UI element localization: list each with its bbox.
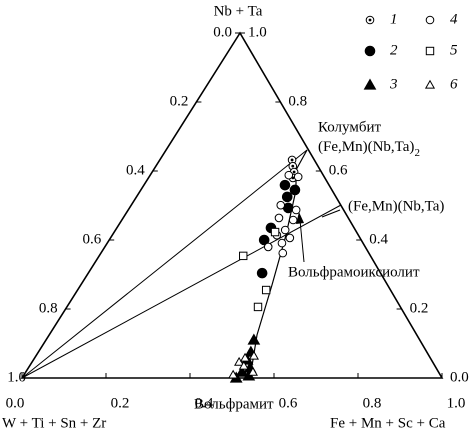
marker bbox=[270, 227, 280, 237]
legend-label: 2 bbox=[390, 42, 398, 58]
reference-line bbox=[21, 149, 308, 379]
annotation: (Fe,Mn)(Nb,Ta)2 bbox=[318, 139, 420, 158]
left-tick-label: 0.4 bbox=[126, 162, 145, 178]
legend-label: 1 bbox=[390, 11, 398, 27]
left-tick-label: 1.0 bbox=[7, 369, 26, 385]
marker bbox=[256, 267, 268, 279]
bottom-tick-label: 1.0 bbox=[447, 395, 466, 411]
marker bbox=[291, 205, 301, 215]
right-tick-label: 0.4 bbox=[369, 231, 388, 247]
marker bbox=[276, 200, 286, 210]
annotation: (Fe,Mn)(Nb,Ta) bbox=[348, 198, 444, 214]
marker bbox=[280, 225, 290, 235]
right-tick-label: 0.0 bbox=[450, 369, 469, 385]
annotation: Вольфрамит bbox=[194, 396, 274, 412]
left-tick-label: 0.6 bbox=[82, 231, 101, 247]
marker bbox=[247, 333, 261, 345]
right-tick-label: 0.6 bbox=[329, 162, 348, 178]
marker bbox=[288, 215, 298, 225]
marker bbox=[278, 248, 288, 258]
apex-label: Fe + Mn + Sc + Ca bbox=[330, 415, 446, 431]
arrow bbox=[299, 219, 305, 263]
marker bbox=[293, 172, 303, 182]
marker-dot bbox=[291, 164, 295, 168]
marker bbox=[240, 352, 251, 362]
annotation-sub: 2 bbox=[414, 147, 420, 159]
marker bbox=[228, 369, 239, 379]
marker bbox=[284, 170, 294, 180]
bottom-tick-label: 0.2 bbox=[111, 395, 130, 411]
marker bbox=[238, 360, 249, 370]
marker bbox=[425, 46, 435, 56]
marker bbox=[247, 366, 258, 376]
bottom-tick-label: 0.4 bbox=[195, 395, 214, 411]
left-tick-label: 0.0 bbox=[213, 24, 232, 40]
marker bbox=[364, 45, 376, 57]
bottom-tick-label: 0.8 bbox=[363, 395, 382, 411]
marker bbox=[289, 184, 301, 196]
marker bbox=[279, 179, 291, 191]
right-tick-label: 0.8 bbox=[288, 93, 307, 109]
annotation: Колумбит bbox=[318, 119, 381, 135]
marker bbox=[285, 233, 295, 243]
legend-label: 6 bbox=[450, 76, 458, 92]
marker bbox=[425, 15, 435, 25]
right-tick-label: 1.0 bbox=[248, 24, 267, 40]
marker bbox=[263, 242, 273, 252]
marker-dot bbox=[290, 158, 294, 162]
marker bbox=[248, 350, 259, 360]
marker bbox=[253, 302, 263, 312]
marker bbox=[281, 191, 293, 203]
annotation: Вольфрамоиксиолит bbox=[288, 264, 420, 280]
annotation: (Fe,Mn)(Nb,Ta) bbox=[318, 139, 414, 155]
legend-label: 3 bbox=[389, 76, 398, 92]
marker bbox=[261, 285, 271, 295]
marker-dot bbox=[292, 170, 296, 174]
legend-label: 5 bbox=[450, 42, 458, 58]
bottom-tick-label: 0.6 bbox=[279, 395, 298, 411]
apex-label: W + Ti + Sn + Zr bbox=[2, 415, 106, 431]
marker bbox=[277, 238, 287, 248]
marker bbox=[239, 251, 248, 261]
marker bbox=[235, 365, 249, 377]
marker-dot bbox=[368, 18, 372, 22]
label-dash bbox=[321, 209, 341, 218]
marker bbox=[424, 79, 436, 89]
reference-line bbox=[21, 204, 342, 379]
marker bbox=[258, 234, 270, 246]
right-tick-label: 0.2 bbox=[410, 300, 429, 316]
arrow-head bbox=[296, 212, 304, 224]
marker bbox=[274, 213, 284, 223]
left-tick-label: 0.8 bbox=[39, 300, 58, 316]
bottom-tick-label: 0.0 bbox=[6, 395, 25, 411]
left-tick-label: 0.2 bbox=[170, 93, 189, 109]
apex-label: Nb + Ta bbox=[214, 3, 263, 19]
legend-label: 4 bbox=[450, 11, 458, 27]
marker bbox=[363, 78, 377, 90]
